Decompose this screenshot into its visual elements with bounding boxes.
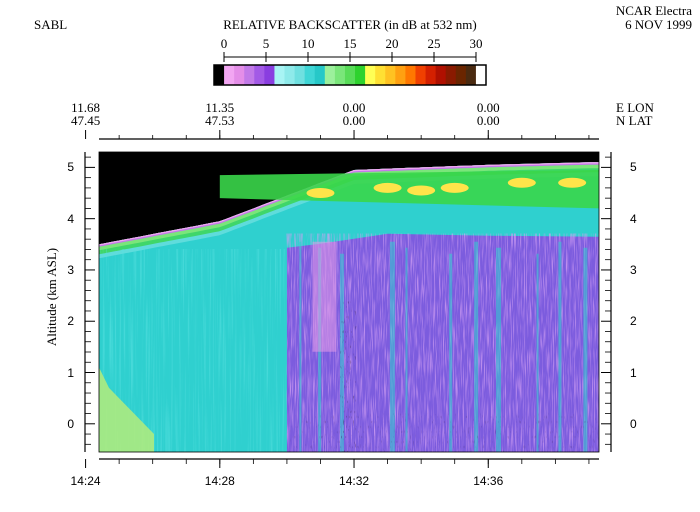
colorbar-swatch bbox=[264, 65, 276, 85]
colorbar-tick-label: 30 bbox=[469, 36, 483, 51]
colorbar-tick-label: 15 bbox=[343, 36, 357, 51]
colorbar-swatch bbox=[224, 65, 235, 85]
yellow-patch bbox=[440, 182, 469, 193]
platform-label: NCAR Electra bbox=[615, 3, 692, 18]
cyan-streak bbox=[474, 241, 479, 452]
yellow-patch bbox=[558, 177, 587, 188]
y-tick-label-right: 1 bbox=[630, 365, 637, 380]
dark-noise-lower bbox=[286, 413, 599, 452]
colorbar-tick-label: 20 bbox=[385, 36, 399, 51]
plot-axes bbox=[84, 151, 612, 468]
colorbar-swatch bbox=[365, 65, 376, 85]
colorbar-swatch bbox=[455, 65, 467, 85]
top-axis-lon-value: 11.68 bbox=[71, 100, 100, 115]
y-tick-label-right: 0 bbox=[630, 416, 637, 431]
top-axis-lat-value: 47.53 bbox=[205, 113, 235, 128]
colorbar-swatch bbox=[475, 65, 487, 85]
yellow-patch bbox=[407, 185, 436, 196]
colorbar-swatch bbox=[324, 65, 336, 85]
y-tick-label-right: 3 bbox=[630, 262, 637, 277]
y-tick-label-left: 3 bbox=[67, 262, 74, 277]
plot-frame bbox=[98, 151, 600, 453]
cyan-streak bbox=[389, 241, 395, 452]
yellow-patch bbox=[507, 177, 536, 188]
cyan-streak bbox=[536, 253, 539, 452]
top-axis-lat-label: N LAT bbox=[616, 113, 653, 128]
colorbar-frame bbox=[213, 64, 487, 86]
y-tick-label-right: 4 bbox=[630, 211, 637, 226]
chart-title: RELATIVE BACKSCATTER (in dB at 532 nm) bbox=[223, 17, 477, 32]
y-tick-label-left: 5 bbox=[67, 160, 74, 175]
colorbar-swatch bbox=[375, 65, 386, 85]
colorbar-swatch bbox=[435, 65, 447, 85]
y-tick-label-left: 1 bbox=[67, 365, 74, 380]
colorbar-tick-label: 0 bbox=[220, 36, 228, 51]
cyan-streak bbox=[449, 253, 453, 452]
colorbar-tick-label: 5 bbox=[262, 36, 270, 51]
x-tick-label: 14:36 bbox=[473, 474, 504, 488]
top-axis bbox=[85, 130, 599, 140]
colorbar-swatch bbox=[355, 65, 366, 85]
cyan-streak bbox=[496, 247, 502, 452]
x-tick-label: 14:28 bbox=[204, 474, 235, 488]
y-tick-label-left: 0 bbox=[67, 416, 74, 431]
colorbar-swatch bbox=[344, 65, 356, 85]
top-axis-lon-value: 0.00 bbox=[476, 100, 500, 115]
colorbar-swatch bbox=[445, 65, 457, 85]
cyan-streak bbox=[405, 247, 408, 452]
colorbar-swatch bbox=[405, 65, 417, 85]
y-tick-label-right: 2 bbox=[630, 314, 637, 329]
plot-area bbox=[99, 152, 599, 452]
top-axis-lon-label: E LON bbox=[616, 100, 654, 115]
instrument-label: SABL bbox=[34, 17, 68, 32]
pink-column bbox=[312, 241, 337, 352]
top-axis-lat-value: 47.45 bbox=[70, 113, 101, 128]
colorbar-swatch bbox=[254, 65, 265, 85]
date-label: 6 NOV 1999 bbox=[625, 17, 692, 32]
colorbar-swatch bbox=[304, 65, 316, 85]
colorbar-swatch bbox=[234, 65, 245, 85]
top-axis-lat-value: 0.00 bbox=[342, 113, 366, 128]
colorbar-swatch bbox=[395, 65, 407, 85]
colorbar-swatch bbox=[334, 65, 346, 85]
cyan-streak bbox=[558, 241, 562, 452]
colorbar-swatch bbox=[314, 65, 326, 85]
colorbar-swatch bbox=[284, 65, 296, 85]
colorbar-swatch bbox=[385, 65, 396, 85]
colorbar-swatch bbox=[244, 65, 255, 85]
colorbar-swatch bbox=[214, 65, 225, 85]
yellow-patch bbox=[373, 182, 402, 193]
y-tick-label-right: 5 bbox=[630, 160, 637, 175]
colorbar-swatch bbox=[425, 65, 437, 85]
colorbar-swatch bbox=[274, 65, 286, 85]
colorbar-swatch bbox=[294, 65, 306, 85]
cyan-streak bbox=[299, 241, 302, 452]
cyan-streak bbox=[583, 247, 588, 452]
top-axis-lon-value: 11.35 bbox=[205, 100, 235, 115]
y-tick-label-left: 2 bbox=[67, 314, 74, 329]
top-axis-lat-value: 0.00 bbox=[476, 113, 500, 128]
colorbar-swatch bbox=[465, 65, 477, 85]
colorbar-swatch bbox=[415, 65, 427, 85]
x-tick-label: 14:32 bbox=[339, 474, 370, 488]
yellow-patch bbox=[306, 188, 335, 199]
colorbar-tick-label: 10 bbox=[301, 36, 315, 51]
surface-green-patch bbox=[99, 367, 154, 452]
y-tick-label-left: 4 bbox=[67, 211, 74, 226]
top-axis-lon-value: 0.00 bbox=[342, 100, 366, 115]
colorbar-tick-label: 25 bbox=[427, 36, 441, 51]
colorbar bbox=[213, 52, 487, 86]
x-tick-label: 14:24 bbox=[70, 474, 101, 488]
